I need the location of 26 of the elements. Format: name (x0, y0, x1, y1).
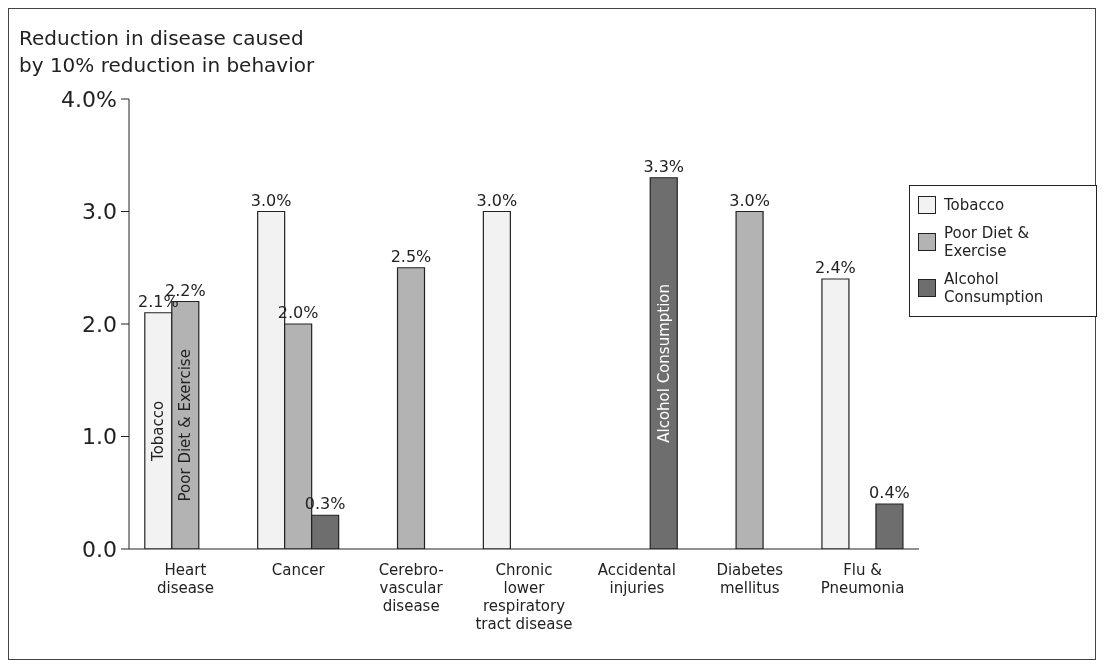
data-label: 3.0% (476, 190, 518, 210)
y-tick-label: 2.0 (82, 311, 117, 337)
y-tick-label: 0.0 (82, 536, 117, 562)
x-tick-label: Cancer (271, 561, 326, 579)
y-tick-label: 1.0 (82, 424, 117, 450)
y-tick-label: 4.0% (61, 86, 117, 112)
y-tick-label: 3.0 (82, 199, 117, 225)
legend-label: Alcohol Consumption (944, 270, 1045, 306)
x-tick-label: Chronic lower respiratory tract disease (475, 561, 573, 633)
data-label: 2.5% (390, 246, 432, 266)
chart-title: Reduction in disease caused by 10% reduction in behavior (19, 25, 315, 79)
data-label: 3.3% (643, 156, 685, 176)
data-label: 2.4% (815, 258, 856, 277)
x-tick-label: Diabetes mellitus (716, 561, 784, 597)
x-tick-label: Flu & Pneumonia (820, 561, 905, 597)
data-label: 3.0% (250, 190, 292, 210)
legend-label: Poor Diet & Exercise (944, 224, 1031, 260)
x-tick-label: Accidental injuries (597, 561, 676, 597)
legend-label: Tobacco (944, 196, 1005, 214)
x-tick-label: Heart disease (156, 561, 214, 597)
data-label: 3.0% (729, 190, 770, 210)
annotation: Tobacco (149, 400, 168, 462)
annotation: Poor Diet & Exercise (176, 349, 195, 502)
data-label: 0.4% (869, 483, 910, 502)
annotation: Alcohol Consumption (654, 283, 673, 443)
x-tick-label: Cerebro- vascular disease (378, 561, 444, 615)
